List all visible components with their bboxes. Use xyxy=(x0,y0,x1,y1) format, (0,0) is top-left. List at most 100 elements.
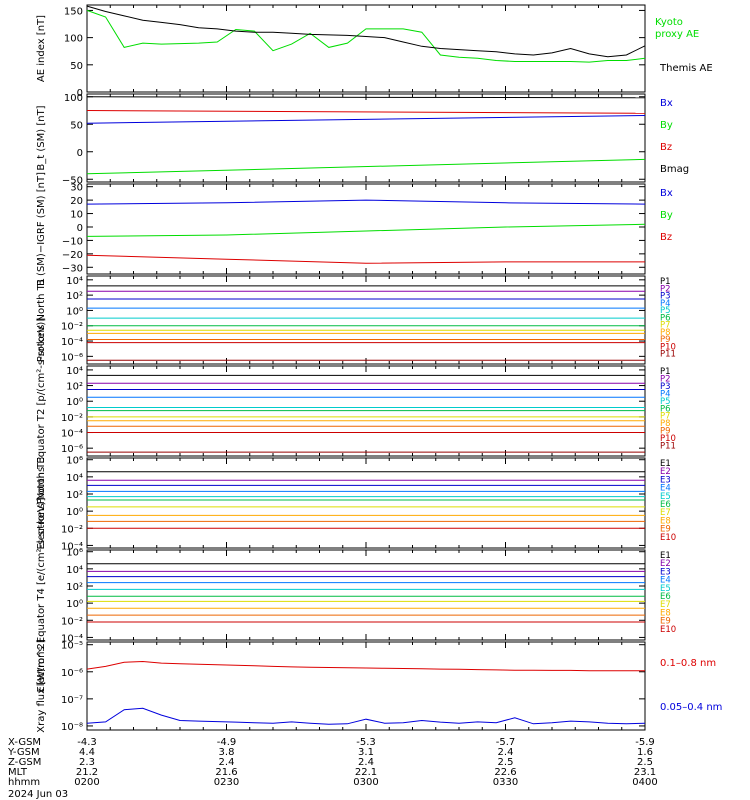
ephem-value: -5.3 xyxy=(356,737,376,748)
y-tick-label: 10⁴ xyxy=(66,473,83,484)
legend-entry: P2 xyxy=(660,284,671,294)
legend-entry: P9 xyxy=(660,335,671,345)
ephem-value: 2.4 xyxy=(358,757,374,768)
y-tick-label: 0 xyxy=(77,148,83,159)
y-tick-label: 10⁻⁸ xyxy=(61,722,83,733)
legend-entry: P8 xyxy=(660,419,671,429)
ephem-value: 2.4 xyxy=(498,747,514,758)
ephem-value: 0300 xyxy=(353,777,378,788)
ephem-value: 0230 xyxy=(214,777,239,788)
y-tick-label: 100 xyxy=(64,93,83,104)
legend-entry: E3 xyxy=(660,567,671,577)
ephem-row-label: hhmm xyxy=(8,777,40,788)
legend-entry: P4 xyxy=(660,299,671,309)
series-line-by xyxy=(86,158,646,175)
y-tick-label: 100 xyxy=(64,34,83,45)
ephem-value: 0400 xyxy=(632,777,657,788)
y-tick-label: 0 xyxy=(77,223,83,234)
legend-entry: E2 xyxy=(660,467,671,477)
ephem-value: 21.2 xyxy=(76,767,98,778)
y-tick-label: 10⁻⁷ xyxy=(61,695,83,706)
y-tick-label: 10⁻⁴ xyxy=(61,541,83,552)
ephem-value: 21.6 xyxy=(215,767,237,778)
panel-7: 10⁶ 10⁴ 10² 10⁰ 10⁻² 10⁻⁴ Electrons Equator T4… xyxy=(36,497,676,692)
time-axis-table: 2024 Jun 03 X-GSM -4.3 -4.9 -5.3 -5.7 -5.9 Y-G… xyxy=(7,737,658,800)
y-tick-label: 10⁻⁴ xyxy=(61,633,83,644)
panel-frame xyxy=(86,93,646,183)
y-tick-label: 10⁻⁴ xyxy=(61,337,83,348)
legend-entry: E6 xyxy=(660,592,671,602)
ephem-value: 0330 xyxy=(493,777,518,788)
y-axis-label: B (SM)−IGRF (SM) [nT] xyxy=(36,172,47,286)
legend-entry: E8 xyxy=(660,516,671,526)
legend-entry: Bx xyxy=(660,98,673,109)
series-line-by xyxy=(86,223,646,237)
ephem-value: 23.1 xyxy=(634,767,656,778)
legend-entry: E9 xyxy=(660,525,671,535)
ephem-value: 0200 xyxy=(74,777,99,788)
y-axis-label: Xray flux [W/m^2] xyxy=(36,639,47,733)
legend-entry: E9 xyxy=(660,617,671,627)
y-tick-label: 10⁻⁴ xyxy=(61,429,83,440)
legend-entry: E2 xyxy=(660,559,671,569)
y-tick-label: 10⁻² xyxy=(61,322,83,333)
legend-entry: E4 xyxy=(660,576,671,586)
ephem-value: 4.4 xyxy=(79,747,95,758)
legend-entry: P3 xyxy=(660,382,671,392)
legend-entry: proxy AE xyxy=(655,29,699,40)
y-tick-label: 10⁰ xyxy=(66,397,83,408)
y-tick-label: 10⁻⁶ xyxy=(61,668,83,679)
panel-8: 10⁻⁵ 10⁻⁶ 10⁻⁷ 10⁻⁸ Xray flux [W/m^2] 0.1–0.8… xyxy=(36,639,722,733)
legend-entry: E7 xyxy=(660,508,671,518)
legend-entry: P5 xyxy=(660,306,671,316)
y-tick-label: −30 xyxy=(62,263,83,274)
legend-entry: P10 xyxy=(660,434,676,444)
panel-3: −30 −20 −10 0 10 20 30 B (SM)−IGRF (SM) [nT] Bx B… xyxy=(36,172,673,286)
legend-entry: E10 xyxy=(660,625,676,635)
legend-entry: 0.1–0.8 nm xyxy=(660,658,716,669)
y-axis-label: Electrons Equator T4 [e/(cm²-s-sr-keV)] xyxy=(36,497,47,692)
legend-entry: P4 xyxy=(660,389,671,399)
legend-entry: E1 xyxy=(660,459,671,469)
y-tick-label: 10⁻² xyxy=(61,616,83,627)
legend-entry: P8 xyxy=(660,328,671,338)
ephem-value: 2.4 xyxy=(219,757,235,768)
legend-entry: P6 xyxy=(660,404,671,414)
y-tick-label: 10⁶ xyxy=(66,548,83,559)
series-line-0-1-0-8-nm xyxy=(86,660,645,672)
y-tick-label: 10⁻⁶ xyxy=(61,352,83,363)
y-axis-label: Protons North T1 xyxy=(36,278,47,362)
legend-entry: By xyxy=(660,120,673,131)
legend-entry: Bmag xyxy=(660,164,689,175)
legend-entry: 0.05–0.4 nm xyxy=(660,702,722,713)
panel-frame xyxy=(86,275,646,365)
y-tick-label: 50 xyxy=(70,61,83,72)
ephem-row-label: Z-GSM xyxy=(8,757,41,768)
y-tick-label: 10⁻² xyxy=(61,524,83,535)
ephem-value: 22.1 xyxy=(355,767,377,778)
panel-frame xyxy=(86,641,646,731)
y-tick-label: 10⁰ xyxy=(66,507,83,518)
y-tick-label: 10⁰ xyxy=(66,306,83,317)
y-tick-label: 10⁰ xyxy=(66,599,83,610)
y-tick-label: 10⁻⁵ xyxy=(61,641,83,652)
legend-entry: Bz xyxy=(660,232,672,243)
series-line-bmag xyxy=(86,96,646,99)
y-tick-label: −10 xyxy=(62,236,83,247)
y-tick-label: 0 xyxy=(77,88,83,99)
legend-entry: E10 xyxy=(660,533,676,543)
y-tick-label: 10⁻² xyxy=(61,413,83,424)
y-tick-label: 10² xyxy=(66,490,83,501)
y-axis-label: B_t (SM) [nT] xyxy=(36,105,47,170)
legend-entry: P7 xyxy=(660,321,671,331)
legend-entry: E5 xyxy=(660,584,671,594)
y-tick-label: 50 xyxy=(70,120,83,131)
panel-6: 10⁶ 10⁴ 10² 10⁰ 10⁻² 10⁻⁴ Electrons North T3 E1… xyxy=(36,456,676,553)
series-line-bz xyxy=(86,254,645,264)
y-tick-label: 10² xyxy=(66,382,83,393)
legend-entry: E8 xyxy=(660,608,671,618)
date-label: 2024 Jun 03 xyxy=(8,789,68,800)
ephem-row-label: MLT xyxy=(8,767,28,778)
